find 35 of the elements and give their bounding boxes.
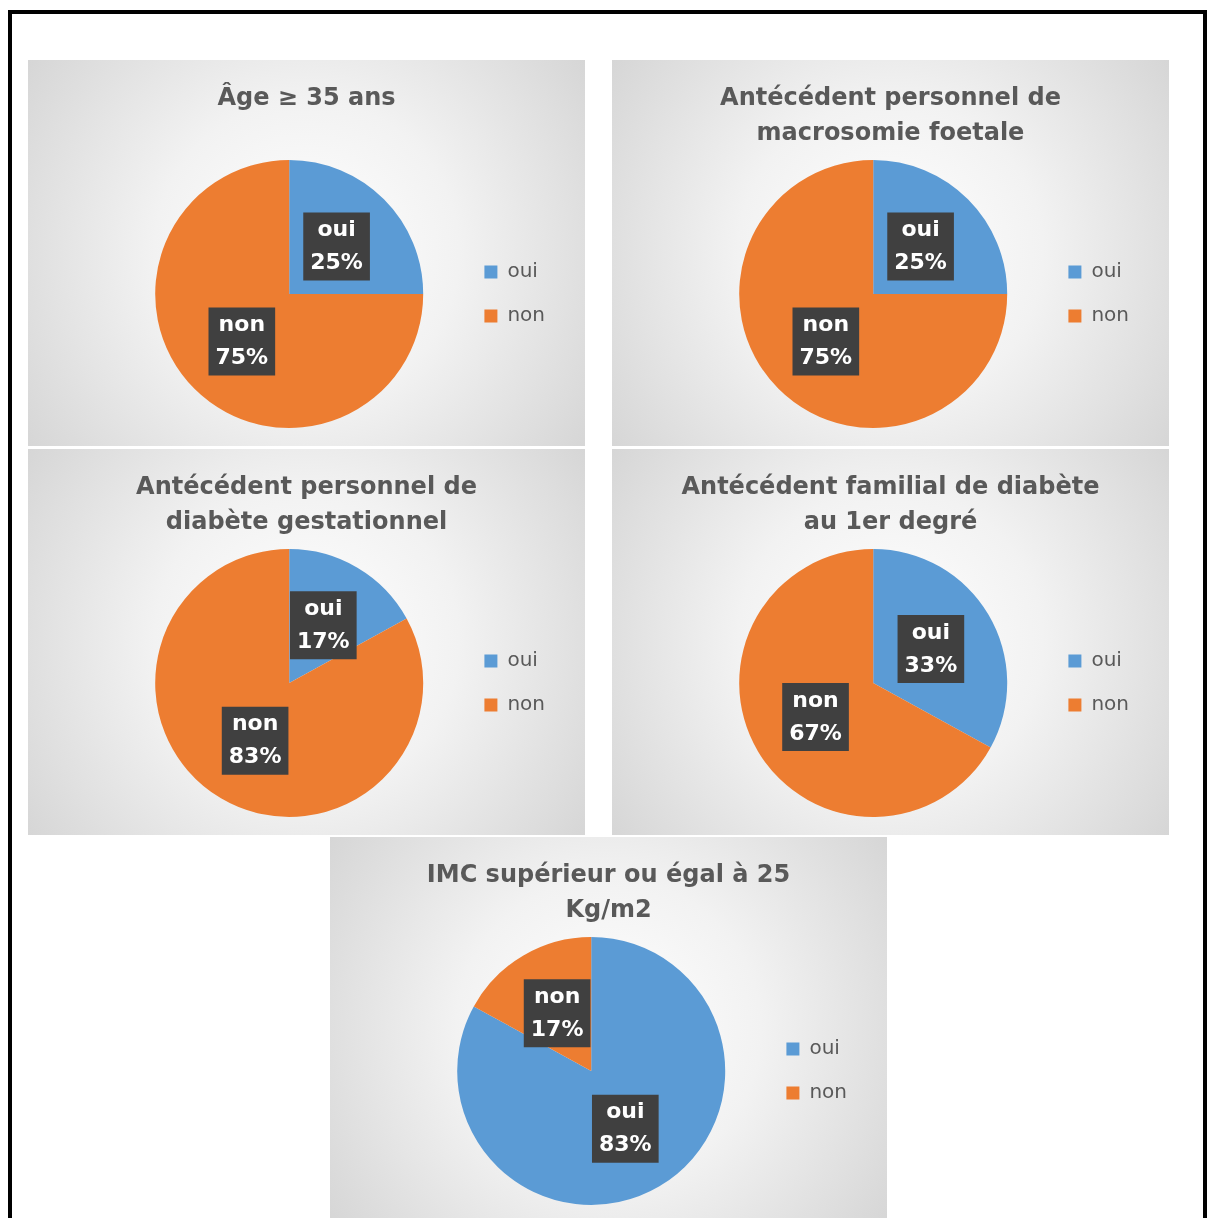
- legend-label: oui: [507, 647, 538, 672]
- legend-label: oui: [809, 1035, 840, 1060]
- chart-title: IMC supérieur ou égal à 25 Kg/m2: [425, 859, 792, 925]
- slice-label: oui: [304, 595, 343, 621]
- data-label: 25%: [310, 249, 363, 275]
- data-label: 75%: [799, 344, 853, 370]
- legend-label: non: [809, 1079, 848, 1104]
- slice-label: non: [231, 710, 279, 736]
- legend-label: non: [1091, 691, 1130, 716]
- chart-title: Antécédent familial de diabète au 1er degré: [680, 471, 1101, 537]
- legend-label: non: [507, 691, 546, 716]
- data-label: 25%: [894, 249, 947, 275]
- chart-title: Âge ≥ 35 ans: [216, 81, 397, 113]
- slice-label: non: [802, 311, 850, 337]
- legend-label: non: [1091, 302, 1130, 327]
- slice-label: non: [218, 311, 266, 337]
- data-label: 83%: [228, 743, 282, 769]
- slice-label: non: [533, 983, 581, 1009]
- data-label: 33%: [904, 651, 958, 677]
- data-label: 75%: [215, 344, 269, 370]
- legend-label: oui: [1091, 647, 1122, 672]
- slice-label: oui: [901, 216, 940, 242]
- slice-label: oui: [317, 216, 356, 242]
- data-label: 67%: [789, 719, 842, 745]
- legend-label: oui: [507, 258, 538, 283]
- data-label: 17%: [296, 628, 350, 654]
- slice-label: non: [792, 686, 839, 712]
- slice-label: oui: [911, 618, 951, 644]
- data-label: 17%: [530, 1016, 584, 1042]
- legend-label: non: [507, 302, 546, 327]
- chart-title: Antécédent personnel de diabète gestationnel: [135, 471, 478, 537]
- chart-title: Antécédent personnel de macrosomie foetale: [719, 82, 1062, 148]
- data-label: 83%: [598, 1131, 652, 1157]
- legend-label: oui: [1091, 258, 1122, 283]
- slice-label: oui: [606, 1098, 645, 1124]
